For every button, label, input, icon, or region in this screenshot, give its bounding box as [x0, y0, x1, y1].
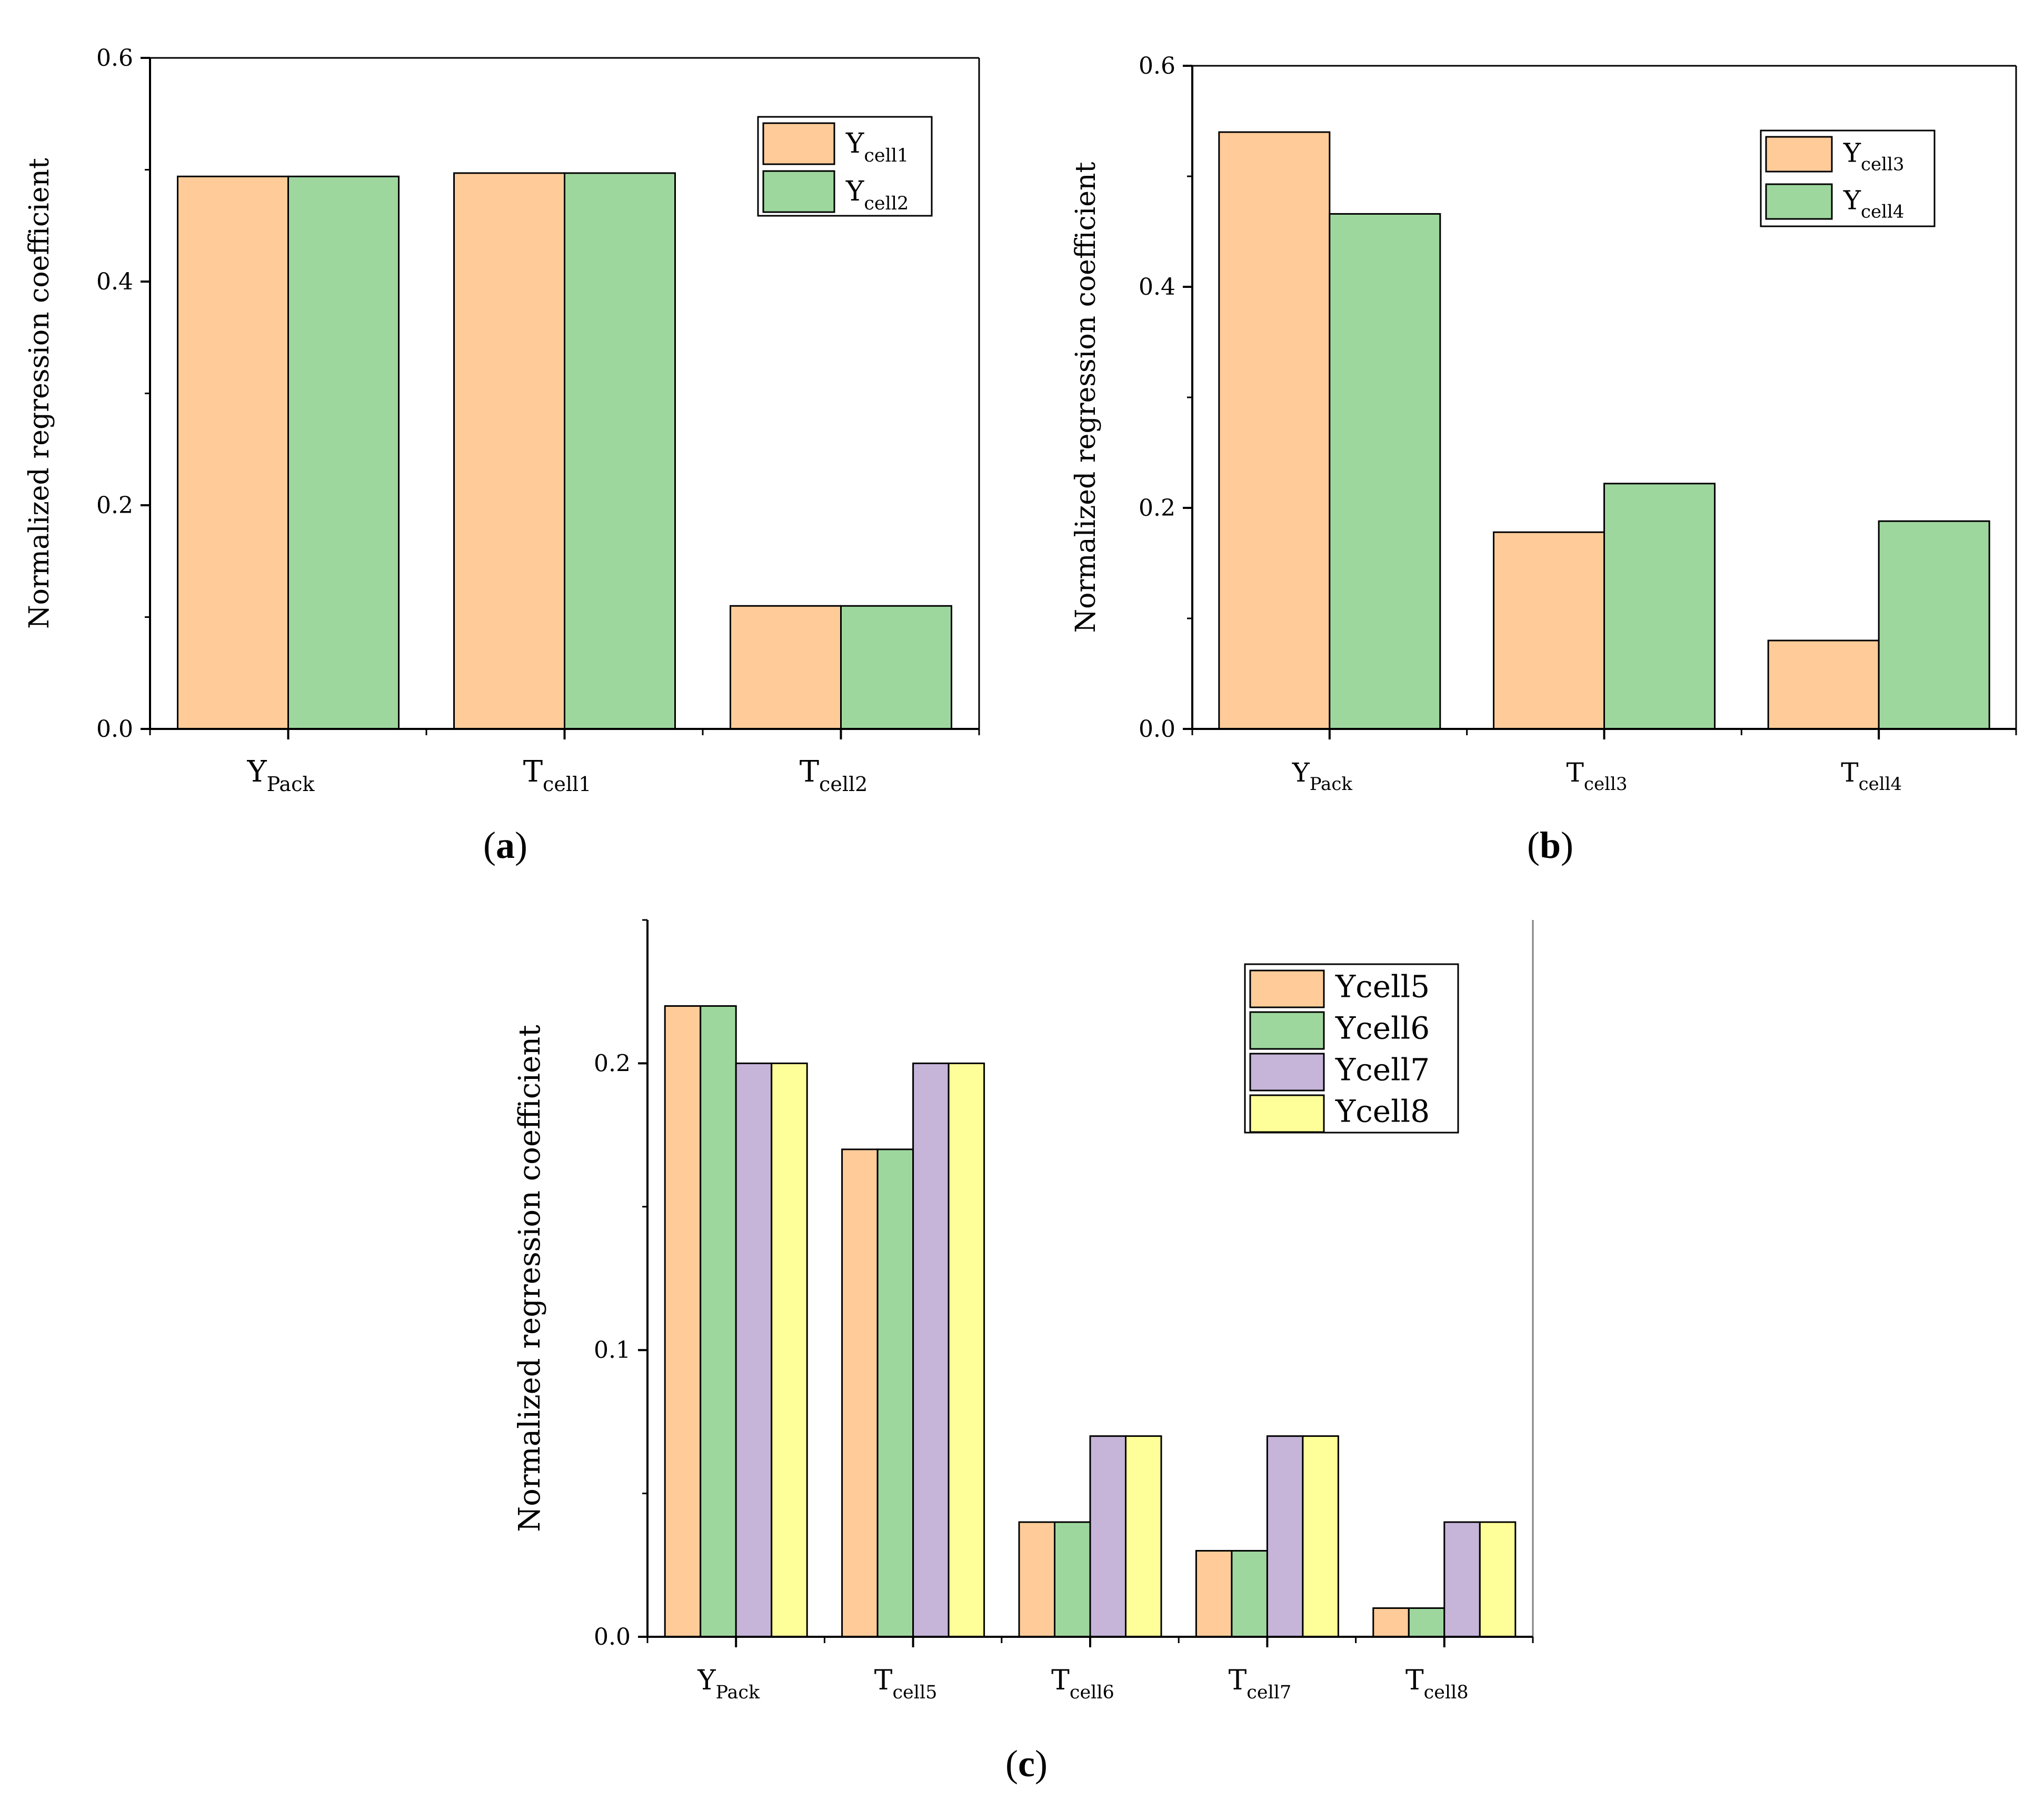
legend: Ycell5 Ycell6 Ycell7 Ycell8: [1244, 963, 1459, 1134]
bar-c-3-0: [1195, 1550, 1233, 1638]
legend-label-0: Ycell3: [1843, 138, 1905, 175]
x-tick-label: YPack: [1292, 757, 1353, 795]
y-axis-title: Normalized regression coefficient: [1070, 162, 1102, 633]
legend-label-1: Ycell2: [845, 176, 909, 214]
y-tick-label: 0.0: [1139, 716, 1175, 743]
legend-label-2: Ycell7: [1335, 1052, 1430, 1087]
legend-swatch-0: [762, 122, 835, 165]
bar-a-1-0: [453, 172, 565, 730]
bar-c-0-2: [735, 1062, 773, 1638]
y-tick-label: 0.1: [594, 1337, 631, 1364]
y-axis-title: Normalized regression coefficient: [24, 158, 55, 629]
y-tick-label: 0.2: [96, 492, 133, 519]
bar-c-3-1: [1231, 1550, 1268, 1638]
y-tick-label: 0.2: [1139, 495, 1175, 522]
bar-c-3-2: [1266, 1435, 1304, 1638]
y-tick-label: 0.0: [96, 716, 133, 743]
panel-c-caption: (c): [1005, 1743, 1048, 1785]
x-tick-label: YPack: [247, 755, 315, 796]
bar-c-1-2: [912, 1062, 950, 1638]
chart-panel-c: 0.0 0.1 0.2 YPack Tcell5 Tcell6 Tcell7 Tcell8 No…: [513, 919, 1534, 1703]
x-tick-label: Tcell1: [523, 755, 592, 796]
bar-c-4-2: [1443, 1521, 1481, 1638]
y-tick-label: 0.4: [96, 268, 133, 295]
legend: Ycell3 Ycell4: [1760, 129, 1936, 227]
legend-label-0: Ycell1: [845, 128, 909, 166]
x-tick-label: Tcell2: [800, 755, 868, 796]
bar-a-2-1: [840, 605, 952, 730]
legend-swatch-2: [1249, 1053, 1325, 1092]
legend-label-0: Ycell5: [1335, 968, 1430, 1004]
y-tick-label: 0.6: [1139, 53, 1175, 79]
legend-label-3: Ycell8: [1335, 1093, 1430, 1129]
bar-c-0-1: [700, 1005, 737, 1638]
x-tick-label: Tcell8: [1405, 1665, 1469, 1703]
x-tick-label: Tcell3: [1567, 757, 1628, 795]
y-axis-title: Normalized regression coefficient: [513, 1025, 547, 1532]
bar-c-0-3: [771, 1062, 808, 1638]
bar-c-4-0: [1372, 1607, 1410, 1638]
x-tick-label: Tcell6: [1051, 1665, 1114, 1703]
bar-a-0-0: [177, 175, 289, 730]
bar-b-0-1: [1329, 213, 1441, 730]
bar-a-2-0: [730, 605, 842, 730]
y-tick-label: 0.4: [1139, 274, 1175, 301]
bar-a-0-1: [287, 175, 400, 730]
bar-b-0-0: [1218, 131, 1331, 730]
legend-swatch-1: [1765, 183, 1833, 220]
legend-label-1: Ycell6: [1335, 1010, 1430, 1046]
bar-c-1-0: [841, 1148, 879, 1638]
y-tick-label: 0.2: [594, 1050, 631, 1077]
bar-b-2-0: [1767, 639, 1880, 730]
bar-c-2-0: [1018, 1521, 1055, 1638]
x-tick-label: Tcell4: [1841, 757, 1902, 795]
bar-c-2-3: [1125, 1435, 1162, 1638]
bar-c-2-1: [1054, 1521, 1091, 1638]
x-tick-label: Tcell7: [1229, 1665, 1292, 1703]
legend-label-1: Ycell4: [1843, 185, 1905, 223]
legend-swatch-1: [1249, 1011, 1325, 1050]
bar-c-4-3: [1479, 1521, 1517, 1638]
legend: Ycell1 Ycell2: [757, 116, 933, 217]
y-tick-label: 0.0: [594, 1624, 631, 1650]
panel-a-caption: (a): [483, 824, 527, 866]
bar-c-3-3: [1302, 1435, 1339, 1638]
bar-c-2-2: [1089, 1435, 1126, 1638]
legend-swatch-0: [1249, 969, 1325, 1008]
legend-swatch-3: [1249, 1094, 1325, 1133]
panel-b-caption: (b): [1527, 824, 1574, 866]
x-tick-label: Tcell5: [874, 1665, 938, 1703]
bar-b-2-1: [1878, 520, 1990, 730]
bar-a-1-1: [564, 172, 676, 730]
bar-c-4-1: [1408, 1607, 1445, 1638]
chart-panel-b: 0.0 0.2 0.4 0.6 YPack Tcell3 Tcell4 Normalized …: [1070, 53, 2017, 795]
legend-swatch-0: [1765, 136, 1833, 173]
bar-c-0-0: [664, 1005, 702, 1638]
bar-c-1-3: [948, 1062, 985, 1638]
chart-panel-a: 0.0 0.2 0.4 0.6 YPack Tcell1 Tcell2 Normalized …: [24, 45, 980, 796]
y-tick-label: 0.6: [96, 45, 133, 72]
x-tick-label: YPack: [697, 1665, 760, 1703]
bar-b-1-0: [1493, 531, 1605, 730]
legend-swatch-1: [762, 170, 835, 213]
bar-b-1-1: [1603, 483, 1716, 730]
bar-c-1-1: [876, 1148, 914, 1638]
